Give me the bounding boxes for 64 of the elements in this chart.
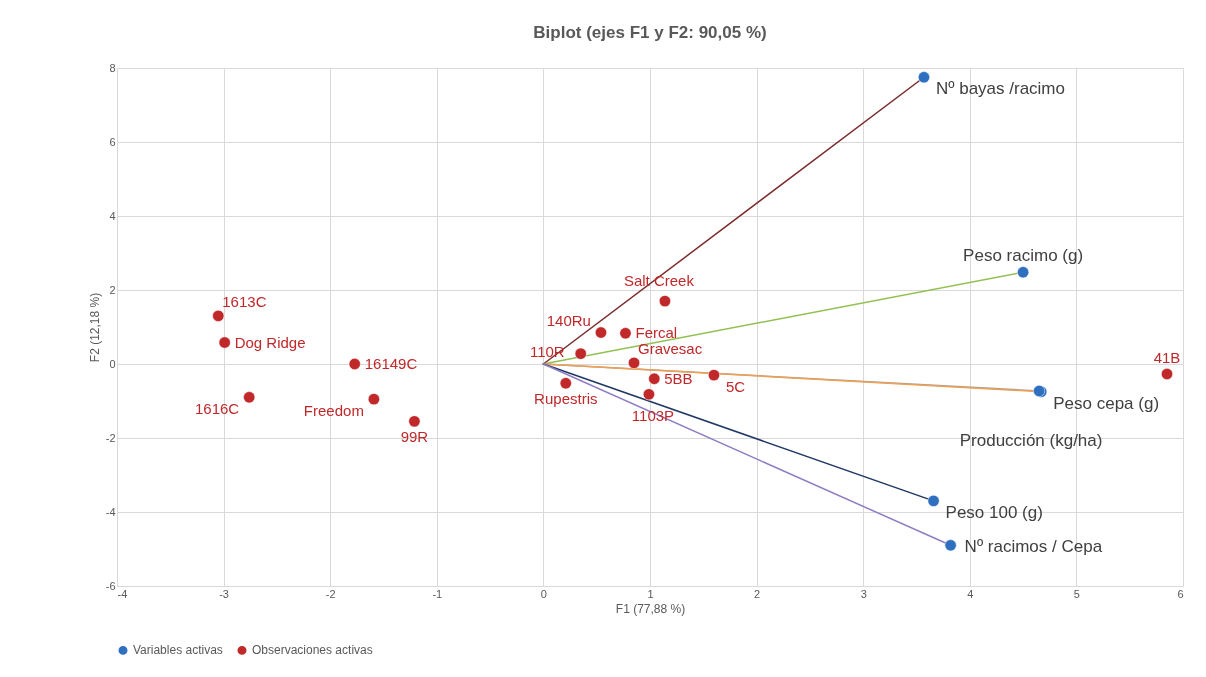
annotation: 41B	[1153, 348, 1181, 366]
point	[212, 309, 225, 322]
annotation: Rupestris	[534, 390, 598, 408]
annotation: Salt Creek	[623, 272, 695, 290]
point	[348, 358, 361, 370]
annotation: Freedom	[303, 402, 364, 420]
point	[648, 372, 661, 385]
y-tick-label: 6	[109, 135, 116, 148]
annotation: Peso cepa (g)	[1053, 393, 1160, 413]
point	[944, 539, 957, 552]
x-axis-title: F1 (77,88 %)	[615, 601, 686, 616]
annotation: 5BB	[664, 369, 693, 387]
annotation: 16149C	[364, 355, 418, 372]
y-tick-label: 0	[109, 357, 116, 370]
point	[658, 295, 671, 308]
annotation: 5C	[725, 378, 746, 396]
point	[1161, 368, 1173, 380]
x-tick-label: -3	[219, 587, 229, 600]
y-tick-label: 8	[109, 61, 116, 74]
annotation: 140Ru	[546, 311, 591, 329]
x-tick-label: 2	[754, 587, 761, 600]
point	[218, 336, 231, 349]
point	[642, 388, 655, 401]
point	[927, 494, 940, 507]
x-tick-label: 5	[1073, 587, 1080, 600]
x-tick-label: 0	[540, 587, 547, 600]
y-tick-label: 4	[109, 209, 116, 222]
annotation: Peso 100 (g)	[945, 502, 1043, 522]
x-tick-label: 1	[647, 587, 654, 600]
point	[708, 369, 720, 382]
legend-label: Observaciones activas	[252, 643, 373, 658]
point	[595, 326, 607, 339]
point	[559, 377, 572, 390]
annotation: 1616C	[194, 400, 240, 418]
x-tick-label: 6	[1177, 587, 1184, 600]
x-tick-label: -1	[432, 587, 443, 600]
annotation: Fercal	[635, 324, 678, 342]
y-axis-title: F2 (12,18 %)	[87, 292, 102, 363]
y-tick-label: -4	[105, 505, 116, 518]
annotation: Dog Ridge	[234, 333, 306, 351]
annotation: 99R	[400, 428, 429, 446]
point	[619, 327, 632, 340]
point	[1017, 266, 1030, 279]
point	[918, 71, 930, 84]
x-tick-label: 4	[967, 587, 974, 600]
annotation: Gravesac	[638, 339, 703, 357]
point	[367, 393, 380, 406]
annotation: Producción (kg/ha)	[959, 431, 1103, 451]
point	[628, 356, 640, 369]
legend-label: Variables activas	[133, 643, 223, 658]
x-tick-label: 3	[860, 587, 867, 600]
x-tick-label: -4	[117, 587, 128, 600]
y-tick-label: -2	[105, 431, 116, 444]
y-tick-label: 2	[109, 283, 116, 296]
x-tick-label: -2	[325, 587, 336, 600]
point	[243, 391, 256, 404]
annotation: Nº bayas /racimo	[935, 79, 1065, 99]
point	[408, 415, 421, 428]
annotation: 1613C	[222, 292, 267, 310]
annotation: Nº racimos / Cepa	[964, 537, 1103, 557]
point	[574, 347, 587, 360]
chart-title: Biplot (ejes F1 y F2: 90,05 %)	[533, 23, 767, 42]
y-tick-label: -6	[105, 579, 116, 592]
annotation: Peso racimo (g)	[963, 246, 1084, 266]
